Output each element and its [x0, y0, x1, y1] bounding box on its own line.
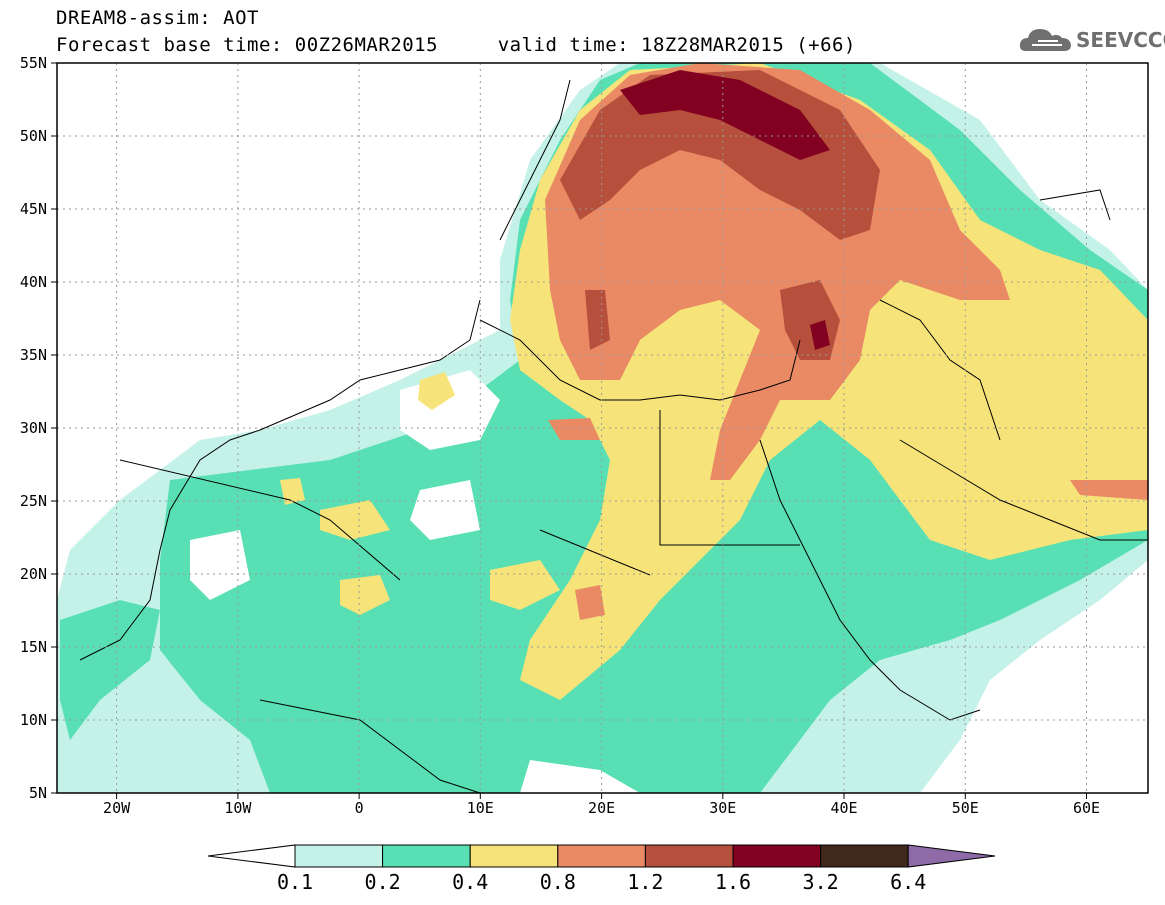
- lat-tick-label: 30N: [20, 419, 47, 437]
- lon-tick-label: 10E: [467, 799, 494, 817]
- lon-tick-label: 0: [355, 799, 364, 817]
- colorbar-bin: [557, 844, 646, 868]
- lon-tick-label: 20E: [588, 799, 615, 817]
- colorbar-label: 1.6: [714, 870, 752, 894]
- map-subtitle: Forecast base time: 00Z26MAR2015 valid t…: [56, 34, 856, 56]
- map-title: DREAM8-assim: AOT: [56, 7, 259, 29]
- tick-marks: [51, 62, 1087, 799]
- colorbar-bin: [644, 844, 734, 868]
- colorbar-bin: [382, 844, 471, 868]
- colorbar-label: 0.4: [452, 870, 489, 894]
- seevccc-logo: SEEVCCC: [1018, 24, 1165, 56]
- colorbar-under-triangle: [207, 844, 296, 868]
- colorbar-bin: [820, 844, 909, 868]
- aot-fields: [57, 63, 1148, 793]
- colorbar-label: 1.2: [627, 870, 664, 894]
- colorbar-label: 6.4: [890, 870, 927, 894]
- colorbar-label: 0.8: [539, 870, 576, 894]
- lat-tick-label: 20N: [20, 565, 47, 583]
- gridlines: [57, 63, 1148, 793]
- lat-tick-label: 25N: [20, 492, 47, 510]
- lat-tick-label: 5N: [29, 784, 47, 802]
- colorbar-over-triangle: [907, 844, 996, 868]
- colorbar-bin: [469, 844, 559, 868]
- coastlines: [79, 79, 1148, 793]
- lat-tick-labels: 5N 10N 15N 20N 25N 30N 35N 40N 45N 50N 5…: [20, 54, 47, 802]
- lon-tick-label: 60E: [1073, 799, 1100, 817]
- cloud-icon: [1019, 29, 1071, 51]
- colorbar-label: 0.1: [276, 870, 314, 894]
- lon-tick-label: 10W: [224, 799, 252, 817]
- colorbar-bin: [732, 844, 822, 868]
- lat-tick-label: 40N: [20, 273, 47, 291]
- lon-tick-label: 40E: [830, 799, 857, 817]
- lon-tick-label: 50E: [952, 799, 979, 817]
- lat-tick-label: 15N: [20, 638, 47, 656]
- lat-tick-label: 35N: [20, 346, 47, 364]
- lat-tick-label: 10N: [20, 711, 47, 729]
- lon-tick-label: 30E: [709, 799, 736, 817]
- colorbar-label: 3.2: [802, 870, 839, 894]
- lon-tick-label: 20W: [103, 799, 131, 817]
- colorbar-label: 0.2: [364, 870, 401, 894]
- colorbar: [207, 844, 996, 868]
- lat-tick-label: 50N: [20, 127, 47, 145]
- colorbar-bin: [294, 844, 384, 868]
- lat-tick-label: 45N: [20, 200, 47, 218]
- lon-tick-labels: 20W 10W 0 10E 20E 30E 40E 50E 60E: [103, 799, 1100, 817]
- lat-tick-label: 55N: [20, 54, 47, 72]
- logo-text: SEEVCCC: [1076, 28, 1165, 52]
